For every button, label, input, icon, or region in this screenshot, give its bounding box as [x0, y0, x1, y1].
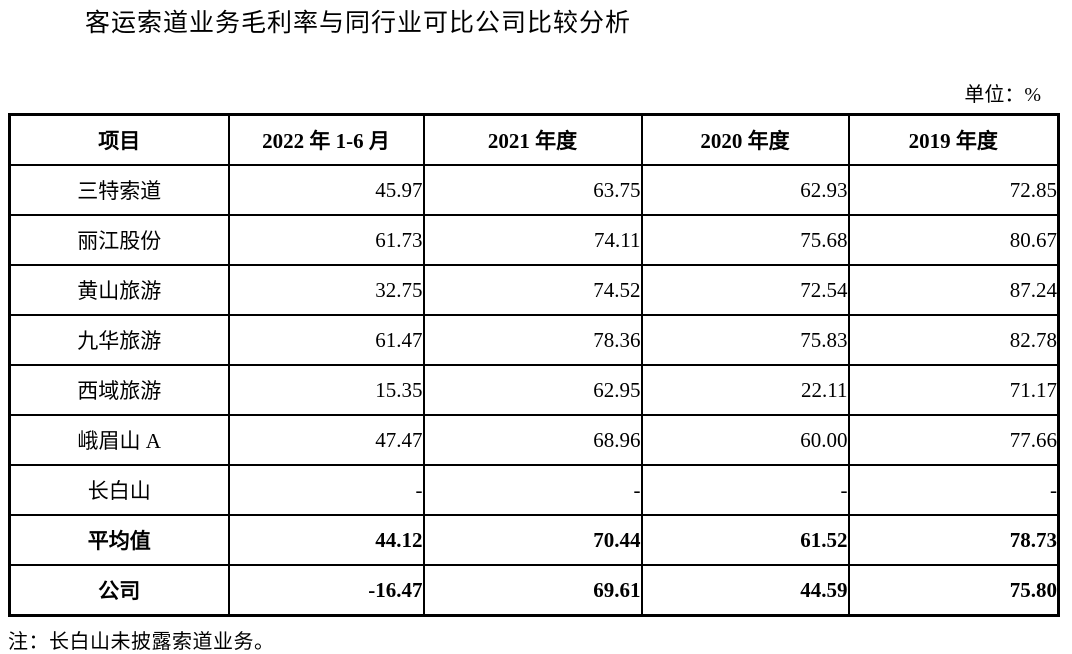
value-cell: 78.36 [422, 314, 643, 366]
value-cell: 60.00 [640, 414, 850, 466]
value-cell: 61.73 [227, 214, 425, 266]
company-row: 公司 -16.47 69.61 44.59 75.80 [8, 564, 1060, 617]
value-cell: 44.12 [227, 514, 425, 566]
table-row: 黄山旅游 32.75 74.52 72.54 87.24 [8, 264, 1060, 316]
value-cell: 87.24 [847, 264, 1060, 316]
value-cell: 15.35 [227, 364, 425, 416]
footnote: 注：长白山未披露索道业务。 [8, 631, 275, 653]
value-cell: 44.59 [640, 564, 850, 617]
company-name-cell: 长白山 [8, 464, 230, 516]
column-header-item: 项目 [8, 113, 230, 166]
value-cell: 62.93 [640, 164, 850, 216]
value-cell: 82.78 [847, 314, 1060, 366]
company-name-cell: 丽江股份 [8, 214, 230, 266]
value-cell: - [227, 464, 425, 516]
company-name-cell: 三特索道 [8, 164, 230, 216]
average-row: 平均值 44.12 70.44 61.52 78.73 [8, 514, 1060, 566]
table-row: 三特索道 45.97 63.75 62.93 72.85 [8, 164, 1060, 216]
value-cell: 74.52 [422, 264, 643, 316]
document-page: 客运索道业务毛利率与同行业可比公司比较分析 单位：% 项目 2022 年 1-6… [0, 8, 1072, 654]
row-label-cell: 公司 [8, 564, 230, 617]
value-cell: - [422, 464, 643, 516]
value-cell: -16.47 [227, 564, 425, 617]
row-label-cell: 平均值 [8, 514, 230, 566]
value-cell: 61.47 [227, 314, 425, 366]
value-cell: 61.52 [640, 514, 850, 566]
value-cell: 75.68 [640, 214, 850, 266]
table-row: 九华旅游 61.47 78.36 75.83 82.78 [8, 314, 1060, 366]
value-cell: 80.67 [847, 214, 1060, 266]
value-cell: 74.11 [422, 214, 643, 266]
column-header-2021: 2021 年度 [422, 113, 643, 166]
value-cell: 32.75 [227, 264, 425, 316]
value-cell: 22.11 [640, 364, 850, 416]
value-cell: 71.17 [847, 364, 1060, 416]
company-name-cell: 黄山旅游 [8, 264, 230, 316]
column-header-2019: 2019 年度 [847, 113, 1060, 166]
value-cell: 63.75 [422, 164, 643, 216]
table-row: 西域旅游 15.35 62.95 22.11 71.17 [8, 364, 1060, 416]
header-row: 项目 2022 年 1-6 月 2021 年度 2020 年度 2019 年度 [8, 113, 1060, 166]
column-header-2020: 2020 年度 [640, 113, 850, 166]
company-name-cell: 峨眉山 A [8, 414, 230, 466]
table-title: 客运索道业务毛利率与同行业可比公司比较分析 [85, 10, 632, 37]
value-cell: 75.83 [640, 314, 850, 366]
value-cell: 72.54 [640, 264, 850, 316]
value-cell: 78.73 [847, 514, 1060, 566]
gross-margin-comparison-table: 项目 2022 年 1-6 月 2021 年度 2020 年度 2019 年度 … [8, 113, 1060, 617]
value-cell: 45.97 [227, 164, 425, 216]
company-name-cell: 西域旅游 [8, 364, 230, 416]
value-cell: 69.61 [422, 564, 643, 617]
value-cell: 75.80 [847, 564, 1060, 617]
value-cell: 72.85 [847, 164, 1060, 216]
value-cell: 47.47 [227, 414, 425, 466]
table-row: 丽江股份 61.73 74.11 75.68 80.67 [8, 214, 1060, 266]
value-cell: 68.96 [422, 414, 643, 466]
value-cell: 62.95 [422, 364, 643, 416]
value-cell: - [640, 464, 850, 516]
company-name-cell: 九华旅游 [8, 314, 230, 366]
table-row: 峨眉山 A 47.47 68.96 60.00 77.66 [8, 414, 1060, 466]
value-cell: 77.66 [847, 414, 1060, 466]
column-header-2022h1: 2022 年 1-6 月 [227, 113, 425, 166]
value-cell: 70.44 [422, 514, 643, 566]
table-row: 长白山 - - - - [8, 464, 1060, 516]
value-cell: - [847, 464, 1060, 516]
unit-label: 单位：% [964, 84, 1041, 106]
